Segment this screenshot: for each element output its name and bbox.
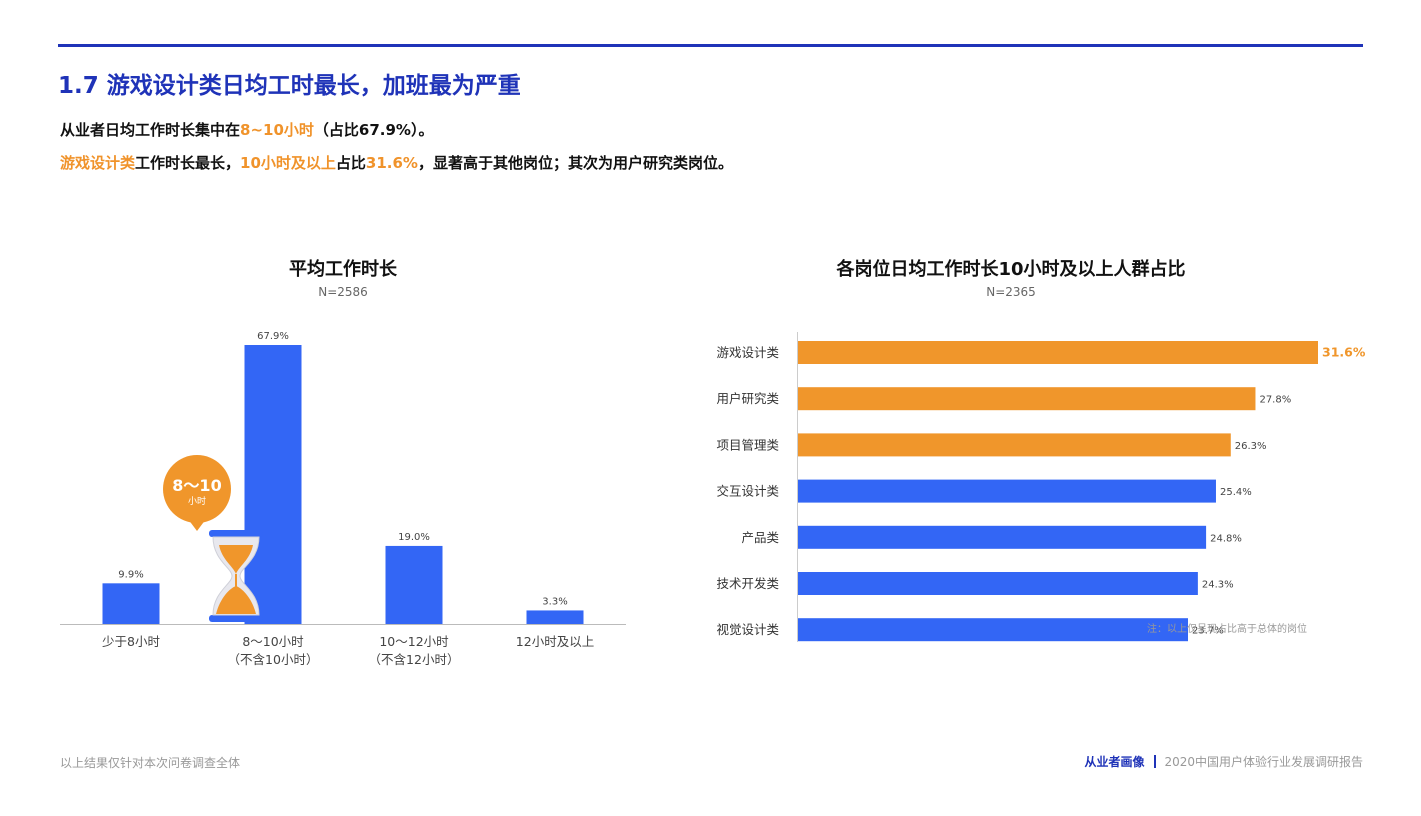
average-hours-chart: 9.9% 少于8小时 67.9% 8～10小时 （不含10小时） 19.0% 10～12小时…	[60, 331, 626, 667]
chart-2-category-label: 技术开发类	[716, 576, 779, 591]
chart-1-category-label: 12小时及以上	[516, 634, 594, 649]
chart-2-bar	[798, 525, 1207, 549]
chart-1-category-label: 10～12小时	[379, 634, 449, 649]
badge-sub-text: 小时	[188, 495, 206, 507]
chart-2-value-label: 23.7%	[1192, 626, 1224, 637]
summary-1-a: 从业者日均工作时长集中在	[60, 121, 241, 139]
footer-right: 从业者画像 2020中国用户体验行业发展调研报告	[1084, 753, 1363, 770]
summary-2-d: 占比	[335, 154, 366, 172]
chart-2-value-label: 24.3%	[1202, 580, 1234, 591]
summary-2-highlight-pct: 31.6%	[365, 154, 418, 172]
footer-report-title: 2020中国用户体验行业发展调研报告	[1164, 755, 1363, 769]
summary-1-c: （占比67.9%）。	[313, 121, 434, 139]
summary-1-highlight: 8~10小时	[240, 121, 314, 139]
chart-1-sample-size: N=2586	[318, 285, 368, 299]
badge-main-text: 8～10	[172, 476, 221, 495]
summary-2-highlight-role: 游戏设计类	[60, 154, 136, 172]
chart-2-value-label: 26.3%	[1235, 441, 1267, 452]
chart-2-bar	[798, 433, 1231, 457]
chart-2-title: 各岗位日均工作时长10小时及以上人群占比	[836, 259, 1186, 280]
chart-1-value-label: 19.0%	[398, 532, 430, 543]
roles-10h-chart: 游戏设计类 31.6% 用户研究类 27.8% 项目管理类 26.3% 交互设计类 25.4%…	[716, 332, 1366, 642]
footer-divider	[1154, 755, 1157, 768]
chart-1-category-label: （不含12小时）	[369, 652, 460, 667]
chart-2-bar	[798, 387, 1256, 411]
chart-2-category-label: 游戏设计类	[716, 345, 779, 360]
chart-2-bar	[798, 341, 1318, 364]
chart-1-title: 平均工作时长	[289, 259, 397, 280]
chart-1-category-label: 8～10小时	[242, 634, 304, 649]
footer-note: 以上结果仅针对本次问卷调查全体	[60, 756, 241, 770]
chart-2-bar	[798, 479, 1216, 503]
page-title: 1.7 游戏设计类日均工时最长，加班最为严重	[58, 73, 521, 99]
chart-1-value-label: 67.9%	[257, 331, 289, 342]
summary-line-2: 游戏设计类工作时长最长，10小时及以上占比31.6%，显著高于其他岗位；其次为用…	[60, 152, 733, 173]
chart-2-value-label: 27.8%	[1259, 395, 1291, 406]
chart-2-category-label: 项目管理类	[716, 437, 779, 452]
footer-section: 从业者画像	[1084, 755, 1145, 769]
chart-2-category-label: 用户研究类	[716, 391, 779, 406]
chart-2-value-label: 31.6%	[1322, 345, 1366, 360]
summary-2-b: 工作时长最长，	[135, 154, 241, 172]
hourglass-icon	[209, 530, 263, 622]
chart-1-value-label: 9.9%	[118, 569, 143, 580]
chart-2-category-label: 视觉设计类	[716, 622, 779, 637]
chart-1-category-label: （不含10小时）	[228, 652, 319, 667]
summary-line-1: 从业者日均工作时长集中在8~10小时（占比67.9%）。	[60, 119, 433, 140]
top-rule	[58, 44, 1363, 47]
chart-1-bar	[526, 610, 584, 624]
chart-1-bar	[102, 583, 160, 624]
chart-1-value-label: 3.3%	[542, 596, 567, 607]
chart-1-bar	[244, 345, 302, 624]
chart-2-note: 注：以上仅呈现占比高于总体的岗位	[1147, 622, 1307, 635]
summary-2-f: ，显著高于其他岗位；其次为用户研究类岗位。	[417, 154, 733, 172]
chart-1-bar	[385, 545, 443, 624]
chart-2-sample-size: N=2365	[986, 285, 1036, 299]
badge-bubble	[163, 455, 231, 523]
chart-1-category-label: 少于8小时	[102, 634, 160, 649]
chart-2-category-label: 交互设计类	[716, 484, 779, 499]
summary-2-highlight-hours: 10小时及以上	[240, 154, 336, 172]
chart-2-value-label: 24.8%	[1210, 533, 1242, 544]
chart-2-category-label: 产品类	[741, 530, 779, 545]
chart-2-value-label: 25.4%	[1220, 487, 1252, 498]
chart-2-bar	[798, 572, 1198, 595]
chart-2-bar	[798, 618, 1188, 642]
